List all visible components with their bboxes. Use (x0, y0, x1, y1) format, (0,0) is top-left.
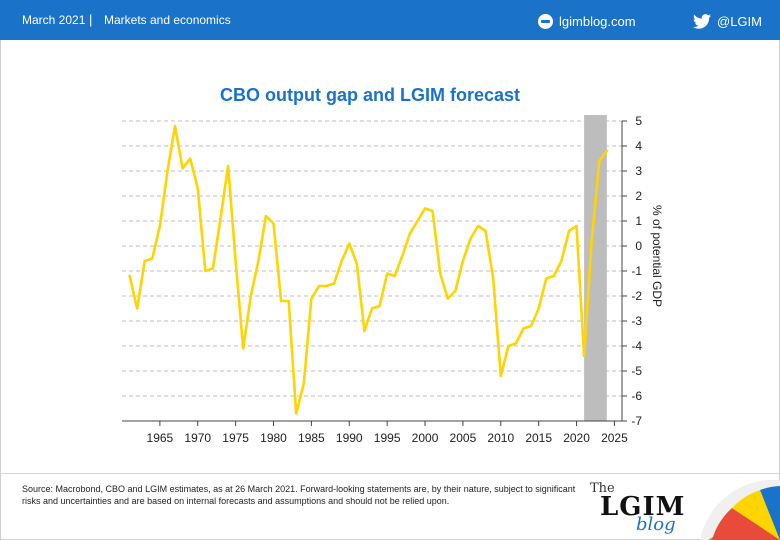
y-tick-label: -7 (631, 414, 642, 428)
y-axis-title: % of potential GDP (650, 205, 664, 307)
y-tick-label: 0 (635, 239, 642, 253)
x-tick-label: 2025 (601, 431, 628, 445)
x-tick-label: 2005 (450, 431, 477, 445)
logo-text-lgim: LGIM (600, 492, 686, 522)
forecast-shade (584, 115, 607, 421)
y-tick-label: 3 (635, 164, 642, 178)
y-tick-label: 2 (635, 189, 642, 203)
x-tick-label: 1980 (260, 431, 287, 445)
chart-title: CBO output gap and LGIM forecast (220, 85, 520, 105)
x-tick-label: 1995 (374, 431, 401, 445)
twitter-handle-label: @LGIM (717, 13, 762, 29)
footer-divider (0, 473, 780, 474)
y-tick-label: -2 (631, 289, 642, 303)
logo-text-blog: blog (636, 514, 676, 535)
output-gap-line (128, 124, 609, 415)
x-tick-label: 2020 (563, 431, 590, 445)
x-tick-label: 1985 (298, 431, 325, 445)
x-tick-label: 1975 (222, 431, 249, 445)
twitter-bird-icon (693, 13, 711, 29)
y-tick-label: -6 (631, 389, 642, 403)
x-tick-label: 1965 (147, 431, 174, 445)
blog-link-label: lgimblog.com (559, 13, 636, 29)
x-tick-label: 1990 (336, 431, 363, 445)
y-tick-label: -1 (631, 264, 642, 278)
top-banner: March 2021 | Markets and economics lgimb… (0, 0, 780, 40)
lgim-blog-icon (538, 13, 553, 29)
x-tick-label: 2010 (487, 431, 514, 445)
y-tick-label: 5 (635, 114, 642, 128)
y-tick-label: 1 (635, 214, 642, 228)
x-tick-label: 2000 (412, 431, 439, 445)
logo-text-the: The (590, 481, 615, 496)
twitter-link[interactable]: @LGIM (693, 11, 762, 31)
x-tick-label: 2015 (525, 431, 552, 445)
x-tick-label: 1970 (184, 431, 211, 445)
publication-date: March 2021 (22, 13, 86, 27)
output-gap-chart: 5 4 3 2 1 0 -1 -2 -3 -4 -5 -6 -7 1965 1970 1975 1980 1985… (122, 114, 664, 445)
y-tick-label: -5 (631, 364, 642, 378)
y-tick-label: -4 (631, 339, 642, 353)
umbrella-logo-icon (700, 480, 780, 540)
header-separator: | (89, 12, 93, 27)
y-tick-label: 4 (635, 139, 642, 153)
blog-link[interactable]: lgimblog.com (538, 11, 636, 31)
source-note: Source: Macrobond, CBO and LGIM estimate… (22, 484, 576, 506)
y-tick-label: -3 (631, 314, 642, 328)
section-label: Markets and economics (104, 13, 231, 27)
